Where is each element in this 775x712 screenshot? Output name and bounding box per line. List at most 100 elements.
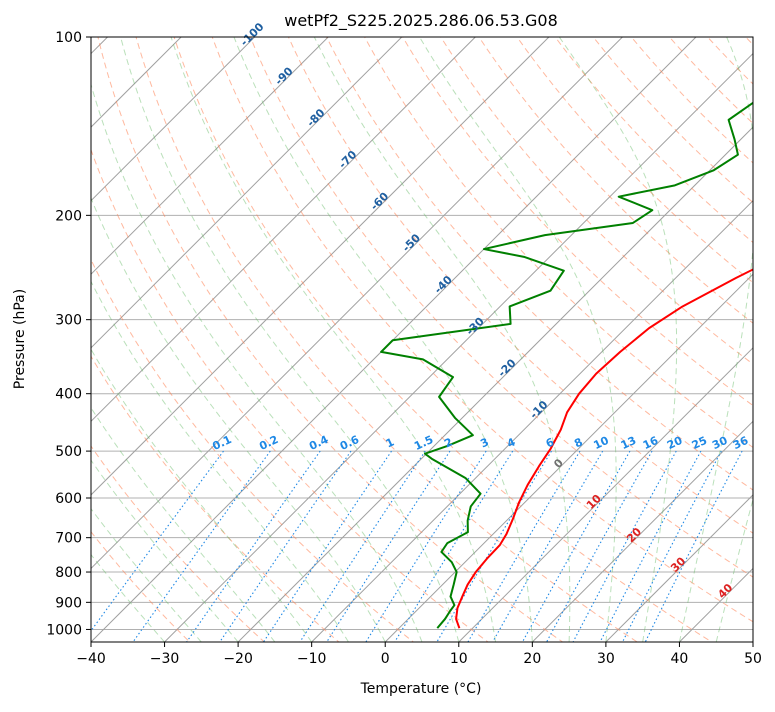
isotherm-line (679, 567, 753, 642)
dry-adiabat-label: -20 (495, 356, 518, 379)
moist-adiabat-line (91, 507, 202, 642)
y-axis-label: Pressure (hPa) (12, 289, 28, 389)
mixing-ratio-label: 25 (690, 434, 709, 452)
isotherm-line (531, 420, 753, 642)
isotherm-line (311, 199, 753, 642)
isotherm-line (384, 273, 753, 642)
mixing-ratio-line (572, 450, 677, 642)
dry-adiabat-line (402, 37, 753, 407)
isotherm-line (91, 37, 329, 275)
moist-adiabat-line (678, 37, 753, 642)
dry-adiabat-line (287, 37, 753, 534)
mixing-ratio-labels: 0.1 0.2 0.4 0.6 1 1.5 2 3 4 6 8 10 13 16 20 25 30 36 (210, 433, 750, 453)
dry-adiabat-line (478, 37, 753, 324)
dry-adiabat-line (364, 37, 753, 449)
x-tick-label: −30 (150, 651, 180, 667)
mixing-ratio-label: 0.4 (307, 433, 330, 453)
chart-title: wetPf2_S225.2025.286.06.53.G08 (284, 11, 558, 31)
mixing-ratio-label: 36 (731, 434, 751, 452)
dry-adiabat-line (325, 37, 753, 491)
mixing-ratio-line (599, 450, 702, 642)
isotherm-line (91, 37, 256, 202)
mixing-ratio-label: 30 (710, 434, 730, 452)
moist-adiabat-line (558, 37, 678, 642)
dry-adiabat-line (516, 37, 753, 284)
dry-adiabat-label: 10 (584, 492, 604, 512)
x-tick-label: 0 (381, 651, 390, 667)
y-tick-label: 300 (55, 313, 82, 329)
isotherm-line (91, 37, 550, 496)
plot-area (91, 24, 775, 645)
isotherm-line (752, 641, 753, 642)
mixing-ratio-label: 10 (591, 434, 611, 452)
dry-adiabat-label: 20 (624, 525, 644, 545)
dry-adiabat-line (91, 148, 489, 642)
dry-adiabat-label: -60 (368, 189, 391, 212)
y-tick-label: 400 (55, 387, 82, 403)
temperature-profile-line (455, 268, 753, 629)
mixing-ratio-line (326, 450, 451, 642)
dry-adiabat-line (91, 531, 191, 642)
dry-adiabat-label: -30 (464, 315, 487, 338)
mixing-ratio-line (644, 450, 743, 642)
dry-adiabat-line (630, 37, 753, 164)
mixing-ratio-line (365, 450, 487, 642)
moist-adiabat-line (313, 37, 571, 642)
y-tick-label: 700 (55, 531, 82, 547)
dry-adiabat-line (91, 258, 415, 642)
dry-adiabat-label: -80 (304, 106, 327, 129)
moist-adiabat-line (120, 37, 460, 642)
mixing-ratio-label: 0.2 (257, 433, 280, 453)
moist-adiabat-line (91, 280, 349, 642)
moist-adiabat-line (91, 196, 386, 642)
mixing-ratio-label: 16 (641, 434, 661, 452)
dry-adiabat-label: -70 (336, 148, 359, 171)
mixing-ratio-line (394, 450, 514, 642)
dry-adiabat-line (440, 37, 753, 365)
mixing-ratio-label: 0.1 (210, 433, 233, 453)
mixing-ratio-label: 20 (665, 434, 685, 452)
mixing-ratio-line (262, 450, 392, 642)
dry-adiabat-line (211, 37, 753, 623)
dry-adiabat-label: -50 (400, 231, 423, 254)
mixing-ratio-line (436, 450, 552, 642)
dry-adiabat-line (771, 24, 775, 645)
moist-adiabat-line (91, 406, 276, 642)
mixing-ratio-label: 1 (384, 435, 396, 450)
y-tick-label: 100 (55, 30, 82, 46)
x-tick-label: 40 (671, 651, 689, 667)
x-tick-label: 20 (523, 651, 541, 667)
dry-adiabat-line (91, 355, 340, 642)
moist-adiabat-line (91, 459, 239, 642)
mixing-ratio-label: 13 (619, 434, 638, 452)
moist-adiabat-line (91, 348, 313, 642)
moist-adiabat-line (170, 37, 497, 642)
isotherm-line (237, 126, 753, 642)
mixing-ratio-line (621, 450, 722, 642)
dry-adiabat-label: -90 (272, 64, 295, 87)
dry-adiabat-line (592, 37, 753, 204)
dry-adiabat-label: -40 (432, 273, 455, 296)
plot-frame (90, 36, 754, 643)
moist-adiabat-line (419, 37, 617, 642)
mixing-ratio-label: 3 (478, 435, 490, 450)
mixing-ratio-line (492, 450, 604, 642)
dry-adiabat-line (706, 37, 753, 85)
dry-adiabat-label: 40 (715, 581, 735, 601)
x-axis-ticks: −40 −30 −20 −10 0 10 20 30 40 50 (76, 642, 762, 667)
moist-adiabat-line (91, 82, 423, 642)
y-tick-label: 500 (55, 444, 82, 460)
y-tick-label: 900 (55, 595, 82, 611)
isotherm-line (458, 347, 753, 642)
dry-adiabat-line (97, 37, 564, 642)
moist-adiabat-line (233, 37, 533, 642)
mixing-ratio-line (299, 450, 426, 642)
x-tick-label: 50 (744, 651, 762, 667)
dry-adiabat-label: -100 (238, 20, 267, 49)
y-tick-label: 1000 (46, 622, 82, 638)
x-axis-label: Temperature (°C) (360, 681, 482, 697)
isotherm-line (91, 37, 403, 349)
mixing-ratio-line (132, 450, 271, 642)
